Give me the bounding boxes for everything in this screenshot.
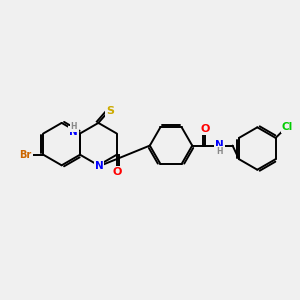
Text: O: O: [112, 167, 122, 177]
Text: Br: Br: [20, 150, 32, 160]
Text: S: S: [106, 106, 114, 116]
Text: Cl: Cl: [282, 122, 293, 132]
Text: H: H: [216, 147, 223, 156]
Text: N: N: [215, 140, 224, 150]
Text: H: H: [70, 122, 77, 131]
Text: O: O: [201, 124, 210, 134]
Text: N: N: [94, 161, 103, 171]
Text: N: N: [69, 127, 78, 137]
